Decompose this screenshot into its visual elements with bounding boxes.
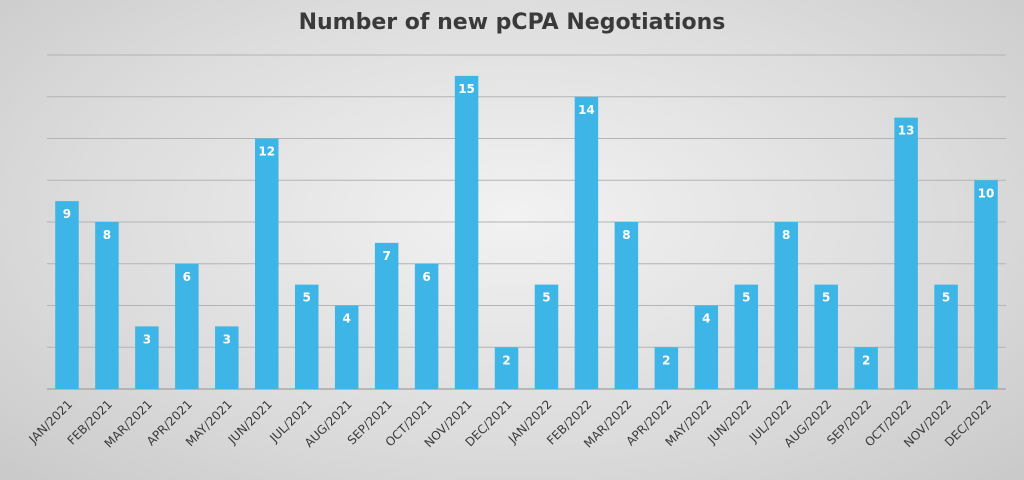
data-label: 6 — [422, 270, 430, 284]
data-label: 3 — [223, 332, 231, 346]
bar — [654, 347, 679, 389]
bar — [334, 305, 359, 389]
bar — [374, 242, 399, 389]
data-label: 3 — [143, 332, 151, 346]
bar — [694, 305, 719, 389]
bar — [55, 201, 79, 389]
bar — [494, 347, 519, 389]
data-label: 12 — [258, 145, 275, 159]
data-label: 5 — [303, 291, 311, 305]
data-label: 14 — [578, 103, 595, 117]
bar — [215, 326, 239, 389]
chart-title: Number of new pCPA Negotiations — [298, 10, 726, 35]
data-label: 2 — [662, 353, 670, 367]
bar — [255, 138, 279, 389]
data-label: 5 — [942, 291, 950, 305]
bar — [95, 222, 119, 389]
bar — [774, 222, 798, 389]
bar — [934, 284, 958, 389]
bar — [534, 284, 559, 389]
data-label: 13 — [898, 124, 915, 138]
data-label: 2 — [502, 353, 510, 367]
bar — [814, 284, 838, 389]
bar — [894, 117, 918, 389]
data-label: 9 — [63, 207, 71, 221]
bar — [854, 347, 878, 389]
data-label: 10 — [978, 186, 995, 200]
data-label: 8 — [782, 228, 790, 242]
bar — [734, 284, 759, 389]
bar — [614, 222, 639, 389]
data-label: 2 — [862, 353, 870, 367]
data-label: 5 — [742, 291, 750, 305]
bar — [414, 263, 439, 389]
data-label: 4 — [702, 312, 710, 326]
bar — [135, 326, 159, 389]
bar — [294, 284, 319, 389]
data-label: 7 — [382, 249, 390, 263]
data-label: 15 — [458, 82, 475, 96]
bar — [974, 180, 998, 389]
bar — [454, 75, 479, 389]
data-label: 8 — [622, 228, 630, 242]
data-label: 6 — [183, 270, 191, 284]
bar — [574, 96, 599, 389]
data-label: 5 — [822, 291, 830, 305]
data-label: 4 — [343, 312, 351, 326]
data-label: 5 — [542, 291, 550, 305]
data-label: 8 — [103, 228, 111, 242]
bar — [175, 263, 199, 389]
